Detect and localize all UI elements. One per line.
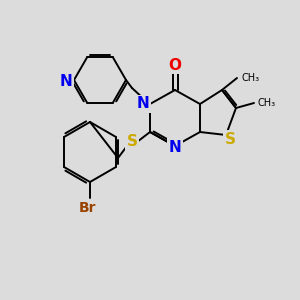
- Text: CH₃: CH₃: [241, 73, 259, 83]
- Text: S: S: [127, 134, 137, 149]
- Text: CH₃: CH₃: [258, 98, 276, 108]
- Text: N: N: [169, 140, 182, 154]
- Text: Br: Br: [79, 201, 97, 215]
- Text: N: N: [60, 74, 72, 89]
- Text: N: N: [136, 97, 149, 112]
- Text: O: O: [169, 58, 182, 73]
- Text: S: S: [224, 131, 236, 146]
